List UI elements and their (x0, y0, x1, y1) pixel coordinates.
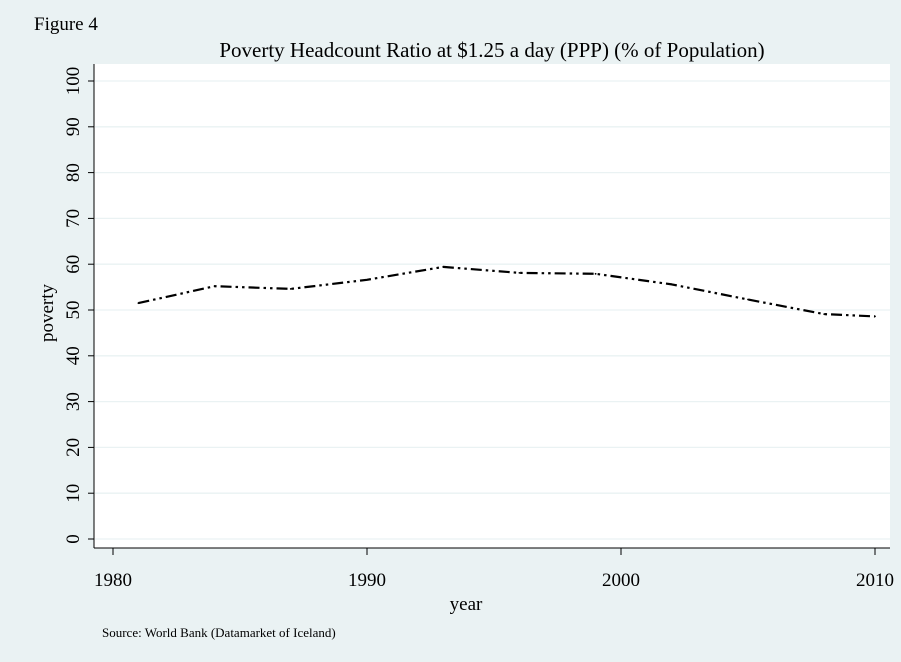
data-point (594, 272, 597, 275)
x-tick-label: 1990 (348, 570, 386, 591)
data-point (289, 288, 292, 290)
figure-label: Figure 4 (34, 14, 98, 35)
x-tick-label: 2010 (856, 570, 894, 591)
data-point (137, 302, 140, 305)
y-tick-label: 60 (63, 255, 84, 274)
y-tick-label: 80 (63, 163, 84, 182)
x-tick-label: 1980 (94, 570, 132, 591)
plot-area-background (94, 64, 890, 548)
x-tick-label: 2000 (602, 570, 640, 591)
data-point (823, 313, 826, 316)
y-tick-label: 70 (63, 209, 84, 228)
data-point (518, 272, 521, 274)
data-point (874, 315, 876, 318)
gridlines (95, 80, 890, 540)
y-tick-label: 40 (63, 346, 84, 365)
y-tick-label: 100 (63, 67, 84, 96)
data-point (670, 283, 673, 286)
y-tick-label: 50 (63, 301, 84, 320)
x-axis-label: year (450, 594, 483, 615)
y-tick-label: 90 (63, 117, 84, 136)
y-tick-label: 30 (63, 392, 84, 411)
data-point (442, 266, 445, 268)
source-note: Source: World Bank (Datamarket of Icelan… (102, 625, 336, 640)
axes: 0 10 20 30 40 50 60 70 80 90 100 1980 1990 2000 2010 (63, 64, 894, 591)
y-tick-label: 0 (63, 534, 84, 544)
y-tick-label: 10 (63, 484, 84, 503)
series-line (138, 265, 876, 318)
series-layer (137, 265, 876, 318)
chart-title: Poverty Headcount Ratio at $1.25 a day (… (219, 38, 764, 62)
data-point (747, 298, 749, 301)
data-point (213, 285, 216, 288)
y-tick-label: 20 (63, 438, 84, 457)
data-point (366, 278, 368, 281)
y-axis-label: poverty (37, 283, 58, 342)
